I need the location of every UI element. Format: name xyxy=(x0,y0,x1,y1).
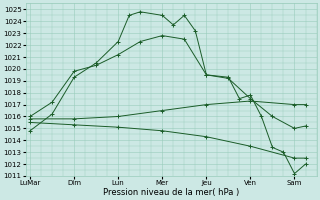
X-axis label: Pression niveau de la mer( hPa ): Pression niveau de la mer( hPa ) xyxy=(103,188,239,197)
